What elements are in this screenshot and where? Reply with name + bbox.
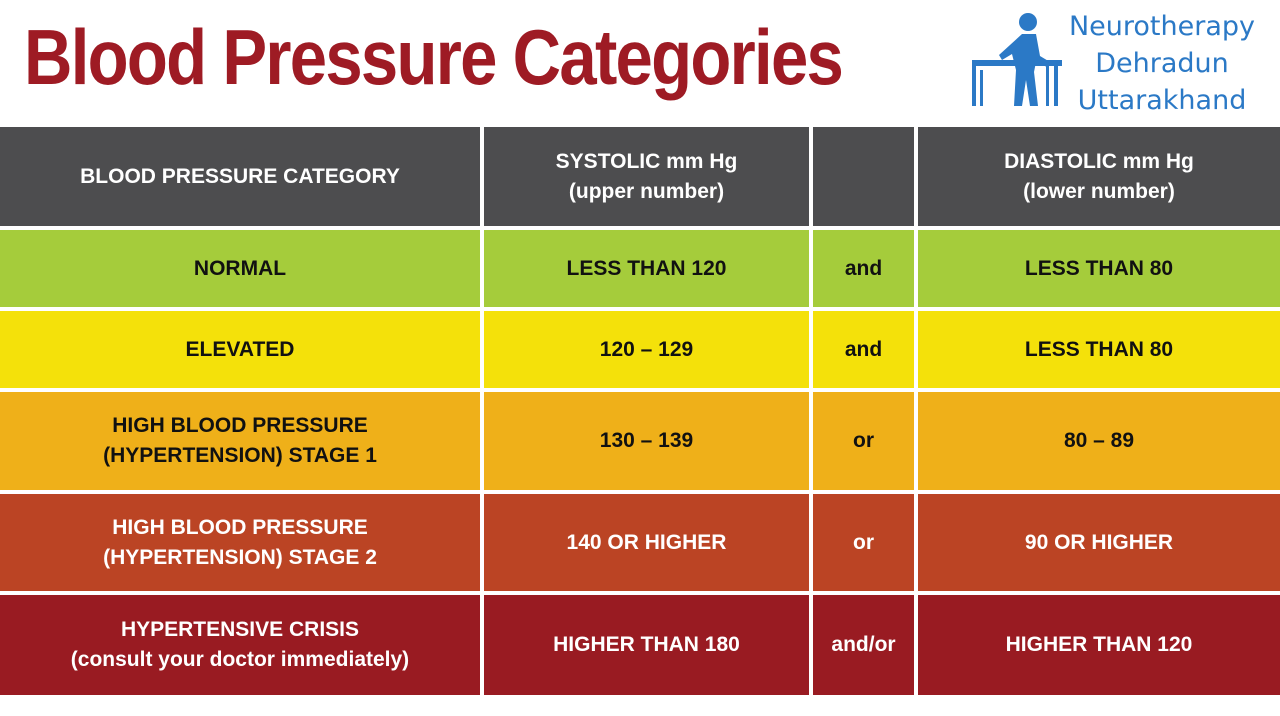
connector-cell: or (813, 494, 914, 591)
category-line-1: HIGH BLOOD PRESSURE (112, 515, 368, 539)
header-category: BLOOD PRESSURE CATEGORY (0, 127, 480, 226)
brand-line-2: Dehradun (1095, 48, 1229, 79)
diastolic-cell: LESS THAN 80 (918, 230, 1280, 307)
category-line-2: (HYPERTENSION) STAGE 1 (103, 444, 377, 467)
systolic-cell: 140 OR HIGHER (484, 494, 809, 591)
brand-line-1: Neurotherapy (1068, 11, 1256, 42)
table-header-row: BLOOD PRESSURE CATEGORY SYSTOLIC mm Hg (… (0, 127, 1280, 226)
diastolic-cell: LESS THAN 80 (918, 311, 1280, 388)
category-cell: ELEVATED (0, 311, 480, 388)
diastolic-cell: 80 – 89 (918, 392, 1280, 490)
header-systolic-title: SYSTOLIC mm Hg (555, 149, 738, 173)
table-row-stage-1: HIGH BLOOD PRESSURE (HYPERTENSION) STAGE… (0, 392, 1280, 490)
category-line-2: (consult your doctor immediately) (70, 648, 410, 671)
category-cell: HYPERTENSIVE CRISIS (consult your doctor… (0, 595, 480, 695)
table-row-crisis: HYPERTENSIVE CRISIS (consult your doctor… (0, 595, 1280, 695)
systolic-cell: 120 – 129 (484, 311, 809, 388)
header-connector (813, 127, 914, 226)
brand-name: Neurotherapy Dehradun Uttarakhand (1062, 8, 1262, 119)
bp-categories-table: BLOOD PRESSURE CATEGORY SYSTOLIC mm Hg (… (0, 127, 1280, 695)
category-cell: HIGH BLOOD PRESSURE (HYPERTENSION) STAGE… (0, 392, 480, 490)
systolic-cell: LESS THAN 120 (484, 230, 809, 307)
connector-cell: and/or (813, 595, 914, 695)
header-diastolic-title: DIASTOLIC mm Hg (1004, 149, 1194, 173)
connector-cell: and (813, 230, 914, 307)
header-systolic: SYSTOLIC mm Hg (upper number) (484, 127, 809, 226)
table-row-elevated: ELEVATED 120 – 129 and LESS THAN 80 (0, 311, 1280, 388)
header-systolic-sub: (upper number) (568, 179, 725, 203)
brand-block: Neurotherapy Dehradun Uttarakhand (966, 8, 1266, 118)
category-line-1: HYPERTENSIVE CRISIS (120, 618, 360, 641)
category-cell: HIGH BLOOD PRESSURE (HYPERTENSION) STAGE… (0, 494, 480, 591)
therapist-at-table-icon (972, 13, 1062, 106)
table-row-stage-2: HIGH BLOOD PRESSURE (HYPERTENSION) STAGE… (0, 494, 1280, 591)
diastolic-cell: HIGHER THAN 120 (918, 595, 1280, 695)
header-diastolic: DIASTOLIC mm Hg (lower number) (918, 127, 1280, 226)
category-cell: NORMAL (0, 230, 480, 307)
table-row-normal: NORMAL LESS THAN 120 and LESS THAN 80 (0, 230, 1280, 307)
systolic-cell: HIGHER THAN 180 (484, 595, 809, 695)
systolic-cell: 130 – 139 (484, 392, 809, 490)
connector-cell: and (813, 311, 914, 388)
diastolic-cell: 90 OR HIGHER (918, 494, 1280, 591)
brand-line-3: Uttarakhand (1077, 85, 1247, 116)
header-diastolic-sub: (lower number) (1023, 179, 1175, 203)
page-title: Blood Pressure Categories (24, 13, 844, 101)
category-line-2: (HYPERTENSION) STAGE 2 (103, 545, 377, 569)
category-line-1: HIGH BLOOD PRESSURE (112, 414, 368, 437)
connector-cell: or (813, 392, 914, 490)
